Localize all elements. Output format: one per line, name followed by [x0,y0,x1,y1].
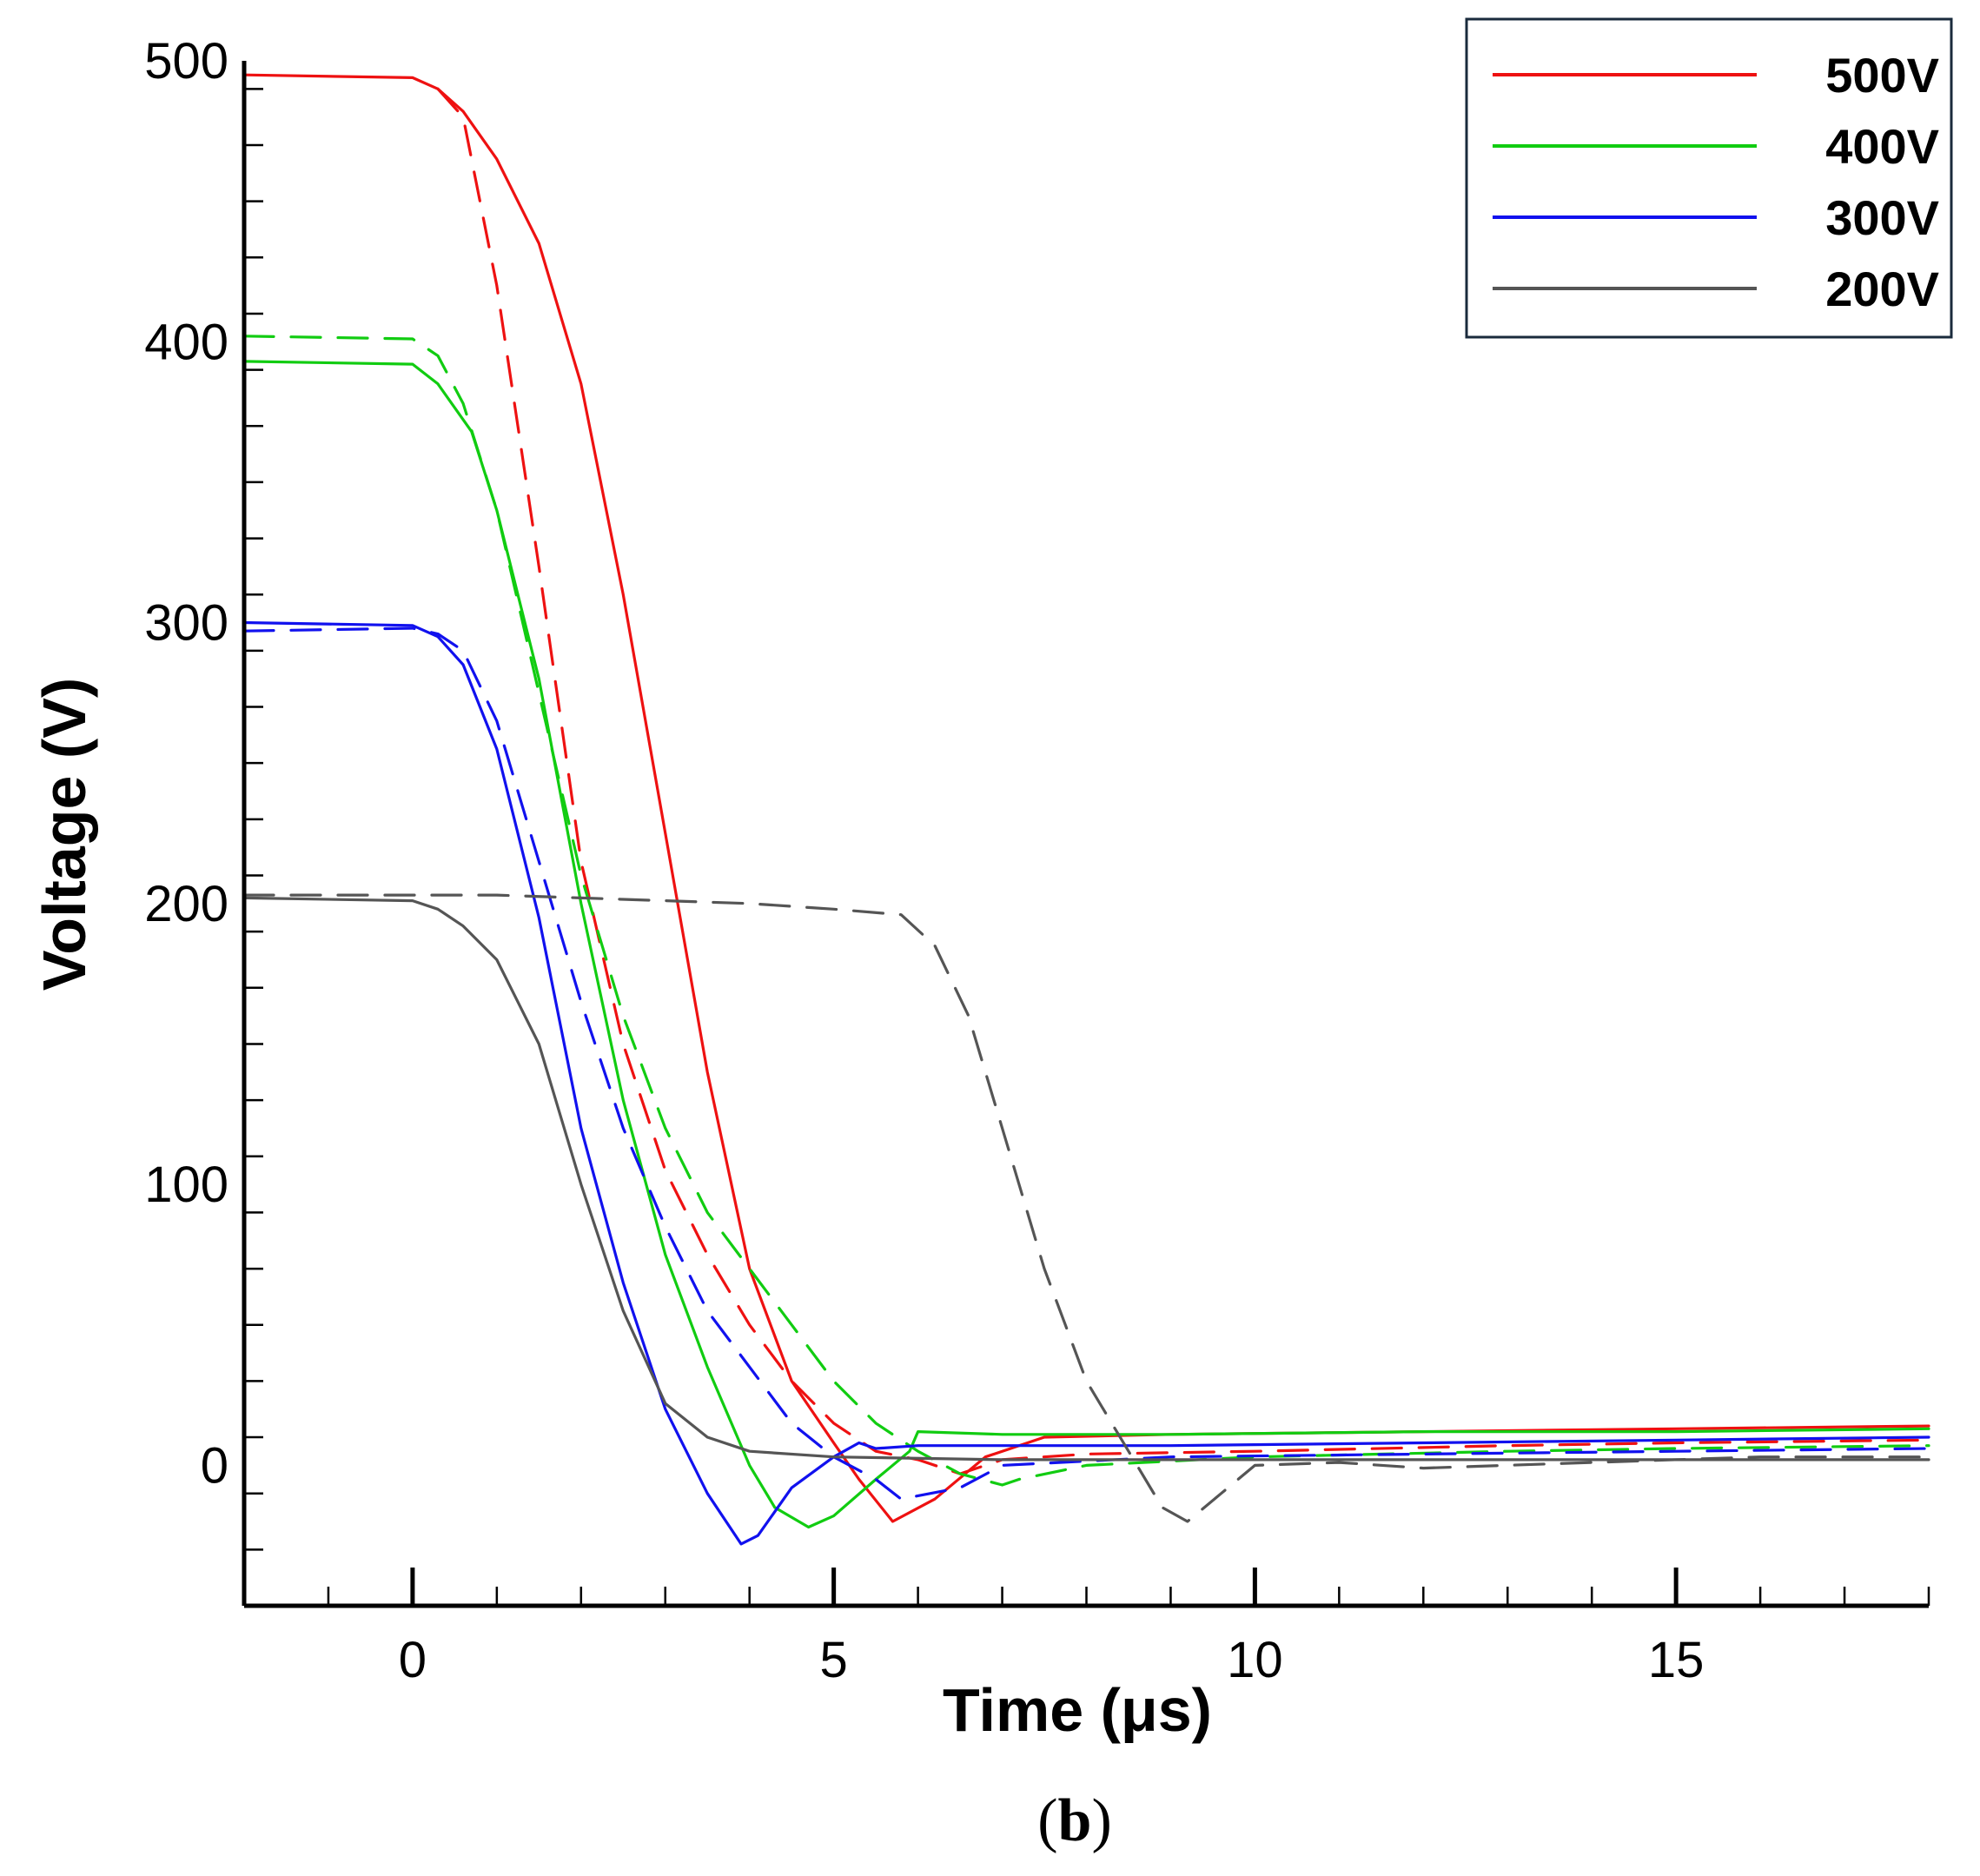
figure-caption: (b) [1037,1787,1112,1854]
y-tick-label: 100 [144,1157,228,1213]
legend-label-500V: 500V [1825,48,1939,103]
ticks-layer: 0 100 200 300 400 500 0 5 10 15 [144,33,1930,1688]
legend-box [1465,17,1953,339]
x-tick-label: 0 [399,1632,427,1688]
series-200V-dashed-line [242,893,1930,1523]
y-tick-label: 200 [144,876,228,932]
legend-label-300V: 300V [1825,190,1939,245]
caption-open-paren: ( [1037,1787,1057,1854]
series-400V-dashed-line [242,335,1930,1487]
series-400V-solid-line [242,360,1930,1529]
x-tick-label: 10 [1227,1632,1283,1688]
legend-label-200V: 200V [1825,262,1939,316]
legend: 500V 400V 300V 200V [1465,17,1953,339]
series-layer [242,73,1930,1546]
x-tick-label: 15 [1648,1632,1705,1688]
series-500V-dashed-line [436,87,1930,1475]
y-axis-title: Voltage (V) [30,678,98,991]
x-tick-label: 5 [820,1632,848,1688]
x-axis-title: Time (μs) [943,1676,1212,1744]
y-tick-label: 300 [144,595,228,652]
series-300V-dashed-line [242,626,1930,1501]
series-200V-solid-line [242,896,1930,1462]
caption-close-paren: ) [1091,1787,1111,1854]
y-tick-label: 0 [201,1437,228,1494]
y-tick-label: 400 [144,314,228,370]
caption-letter: b [1058,1787,1092,1854]
series-300V-solid-line [242,620,1930,1546]
legend-label-400V: 400V [1825,119,1939,174]
y-tick-label: 500 [144,33,228,89]
